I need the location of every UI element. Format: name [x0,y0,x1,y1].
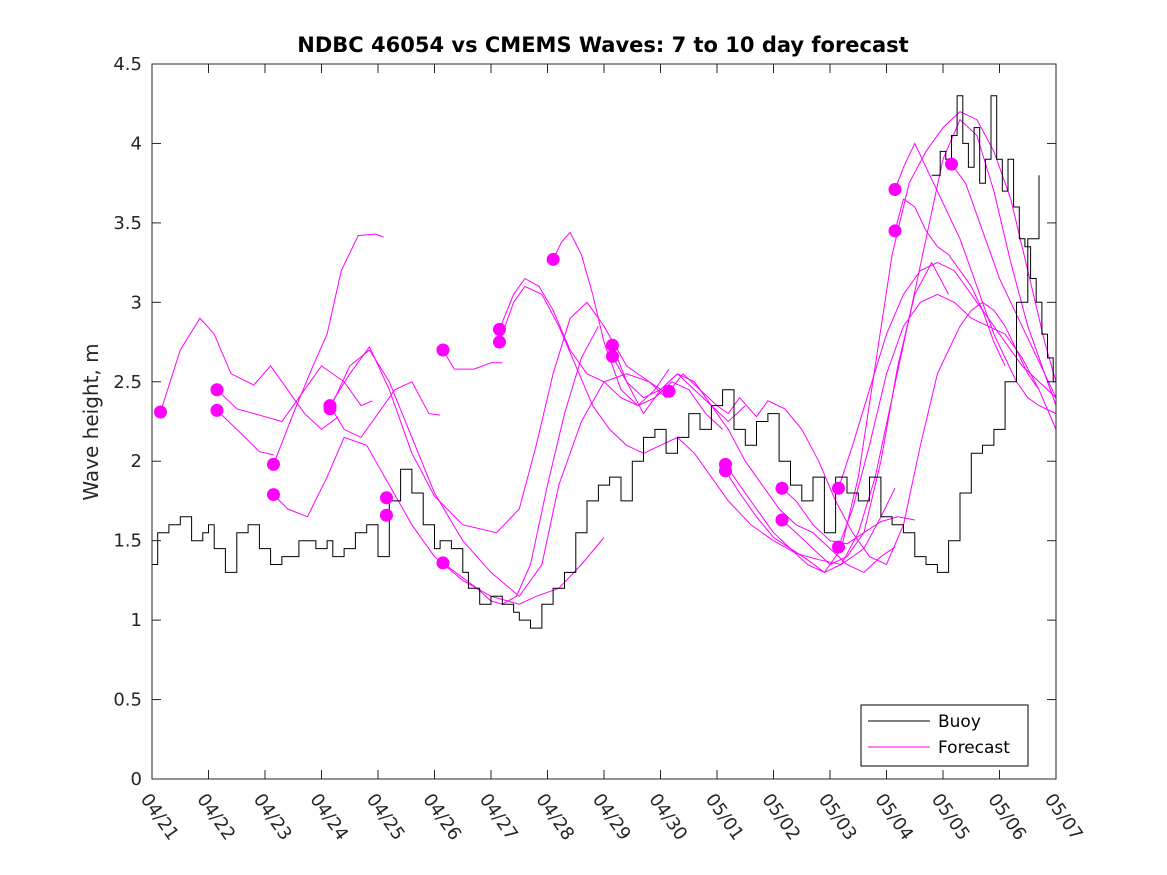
forecast-line-23 [894,142,1056,415]
forecast-start-marker [831,481,845,495]
forecast-start-marker [210,403,224,417]
forecast-start-marker [718,464,732,478]
forecast-line-5 [273,436,605,605]
forecast-line-3 [216,410,274,456]
plot-area [151,63,1057,780]
y-tick-label: 2 [131,451,142,472]
forecast-line-16 [668,301,1040,566]
legend-forecast-label: Forecast [938,738,1010,758]
y-tick-label: 4 [131,133,142,154]
forecast-line-14 [612,345,896,573]
forecast-line-10 [442,349,503,370]
forecast-line-25 [951,163,1056,398]
legend: Buoy Forecast [860,704,1029,767]
forecast-start-marker [546,252,560,266]
forecast-line-7 [329,349,667,598]
forecast-line-22 [838,262,1056,489]
y-axis-label: Wave height, m [79,343,103,500]
y-tick-label: 1.5 [113,531,142,552]
forecast-start-marker [436,556,450,570]
y-tick-label: 3 [131,292,142,313]
forecast-start-marker [775,513,789,527]
forecast-start-marker [888,224,902,238]
forecast-start-marker [605,338,619,352]
forecast-start-marker [153,405,167,419]
forecast-line-15 [612,356,746,423]
buoy-line-peak [931,95,1056,414]
forecast-start-marker [210,383,224,397]
forecast-line-17 [725,111,1056,574]
forecast-line-4 [273,233,384,465]
forecast-line-6 [329,381,441,439]
y-tick-label: 0.5 [113,690,142,711]
forecast-line-2 [216,365,373,423]
forecast-line-13 [552,231,723,430]
forecast-start-marker [323,402,337,416]
y-tick-label: 2.5 [113,372,142,393]
forecast-line-24 [894,198,1006,367]
y-tick-label: 4.5 [113,54,142,75]
forecast-start-marker [605,349,619,363]
forecast-start-marker [492,335,506,349]
forecast-start-marker [492,322,506,336]
forecast-start-marker [379,491,393,505]
forecast-start-marker [888,183,902,197]
forecast-start-marker [266,488,280,502]
forecast-line-1 [160,317,339,431]
forecast-start-marker [266,457,280,471]
y-tick-label: 1 [131,610,142,631]
forecast-start-marker [775,481,789,495]
forecast-line-11 [499,277,670,407]
legend-buoy-label: Buoy [938,712,981,732]
forecast-start-marker [662,384,676,398]
forecast-line-21 [838,293,1056,548]
y-tick-label: 0 [131,769,142,790]
chart-title: NDBC 46054 vs CMEMS Waves: 7 to 10 day f… [297,33,908,57]
y-tick-label: 3.5 [113,213,142,234]
forecast-start-marker [379,508,393,522]
forecast-start-marker [944,157,958,171]
legend-box [860,704,1029,767]
buoy-line [152,175,1040,629]
forecast-line-9 [442,325,599,605]
forecast-start-marker [436,343,450,357]
forecast-start-marker [831,540,845,554]
